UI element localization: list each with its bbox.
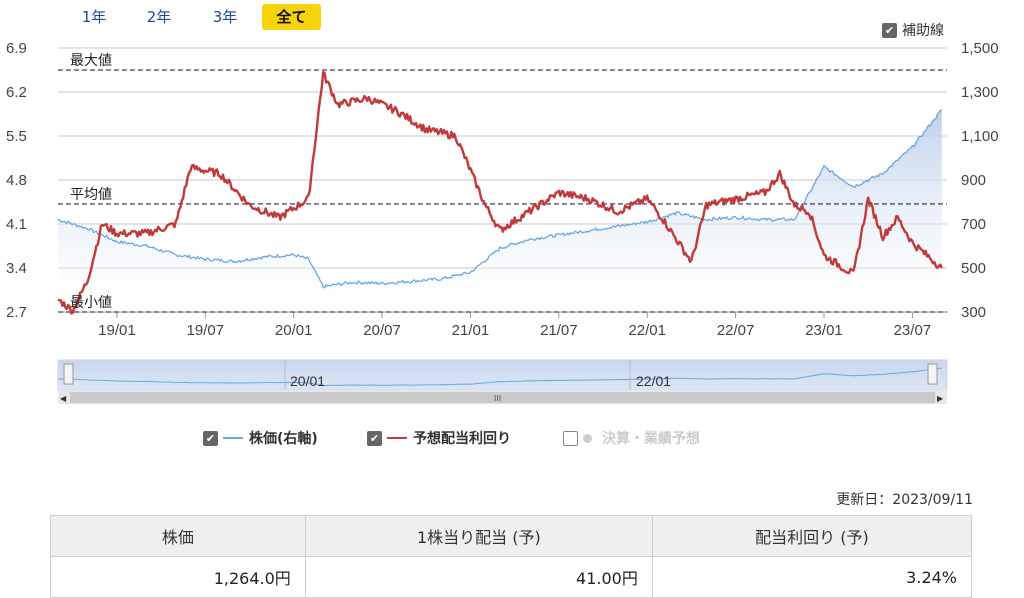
- scroll-right-icon[interactable]: ▶: [937, 394, 944, 403]
- legend-dot-icon: [583, 433, 592, 443]
- y-right-tick-label: 500: [961, 260, 986, 277]
- checkbox-checked-icon[interactable]: ✔: [367, 430, 382, 446]
- y-left-tick-label: 4.1: [6, 216, 27, 233]
- value-yield: 3.24%: [651, 556, 973, 598]
- x-tick-label: 19/07: [187, 322, 225, 339]
- reference-line-label: 最大値: [70, 52, 112, 68]
- aux-line-toggle[interactable]: ✔ 補助線: [882, 20, 944, 40]
- navigator[interactable]: 20/01 22/01 III ◀ ▶: [57, 359, 948, 404]
- x-tick-label: 21/01: [452, 322, 490, 339]
- stock-price-area: [58, 109, 942, 312]
- chart-svg: 6.9 6.2 5.5 4.8 4.1 3.4 2.7 1,500 1,300 1,100 900 7…: [6, 40, 999, 404]
- legend-line-icon: [223, 437, 243, 439]
- navigator-label-2201: 22/01: [636, 373, 671, 389]
- tab-3year[interactable]: 3年: [212, 8, 238, 26]
- aux-line-label: 補助線: [902, 23, 944, 39]
- value-stock-price: 1,264.0円: [50, 556, 306, 598]
- scrollbar-thumb[interactable]: [70, 392, 935, 403]
- legend-earnings[interactable]: 決算・業績予想: [563, 428, 700, 448]
- table-row: 1,264.0円 41.00円 3.24%: [50, 556, 973, 598]
- tab-1year[interactable]: 1年: [81, 8, 107, 26]
- tab-all[interactable]: 全て: [262, 4, 321, 30]
- scrollbar-grip-icon: III: [494, 394, 501, 403]
- x-tick-label: 19/01: [98, 322, 136, 339]
- stock-price-line: [57, 109, 943, 289]
- table-header-row: 株価 1株当り配当 (予) 配当利回り (予): [50, 515, 973, 557]
- y-right-tick-label: 900: [961, 172, 986, 189]
- x-tick-label: 20/07: [363, 322, 401, 339]
- x-tick-label: 23/07: [894, 322, 932, 339]
- x-tick-label: 23/01: [805, 322, 843, 339]
- navigator-range[interactable]: [57, 359, 948, 391]
- navigator-handle-left[interactable]: [63, 363, 74, 385]
- tab-2year[interactable]: 2年: [146, 8, 172, 26]
- y-right-tick-label: 700: [961, 216, 986, 233]
- value-dividend: 41.00円: [304, 556, 653, 598]
- y-right-tick-label: 1,500: [961, 40, 999, 57]
- legend-line-icon: [387, 437, 407, 439]
- y-right-tick-label: 1,300: [961, 84, 999, 101]
- checkbox-checked-icon[interactable]: ✔: [203, 430, 218, 446]
- navigator-handle-right[interactable]: [927, 363, 938, 385]
- y-left-tick-label: 2.7: [6, 304, 27, 321]
- x-tick-label: 21/07: [540, 322, 578, 339]
- x-tick-label: 22/01: [628, 322, 666, 339]
- legend-label: 株価(右軸): [249, 431, 318, 447]
- header-yield: 配当利回り (予): [651, 515, 973, 557]
- legend-stock-price[interactable]: ✔ 株価(右軸): [203, 428, 318, 448]
- y-left-tick-label: 6.9: [6, 40, 27, 57]
- checkbox-checked-icon[interactable]: ✔: [882, 22, 897, 38]
- updated-date: 更新日：2023/09/11: [836, 492, 973, 508]
- dividend-yield-line: [57, 70, 943, 315]
- y-left-tick-label: 3.4: [6, 260, 27, 277]
- reference-line-label: 最小値: [70, 294, 112, 310]
- navigator-label-2001: 20/01: [290, 373, 325, 389]
- x-tick-label: 22/07: [717, 322, 755, 339]
- y-right-tick-label: 300: [961, 304, 986, 321]
- y-left-tick-label: 6.2: [6, 84, 27, 101]
- x-tick-label: 20/01: [275, 322, 313, 339]
- y-right-tick-label: 1,100: [961, 128, 999, 145]
- y-left-tick-label: 5.5: [6, 128, 27, 145]
- legend-label: 予想配当利回り: [413, 431, 511, 447]
- legend-label: 決算・業績予想: [602, 431, 700, 447]
- checkbox-unchecked-icon[interactable]: [563, 430, 578, 446]
- dividend-info-table: 株価 1株当り配当 (予) 配当利回り (予) 1,264.0円 41.00円 …: [50, 515, 973, 598]
- y-left-tick-label: 4.8: [6, 172, 27, 189]
- header-stock-price: 株価: [50, 515, 306, 557]
- reference-line-label: 平均値: [70, 186, 112, 202]
- header-dividend: 1株当り配当 (予): [304, 515, 653, 557]
- scroll-left-icon[interactable]: ◀: [60, 394, 67, 403]
- legend-dividend-yield[interactable]: ✔ 予想配当利回り: [367, 428, 511, 448]
